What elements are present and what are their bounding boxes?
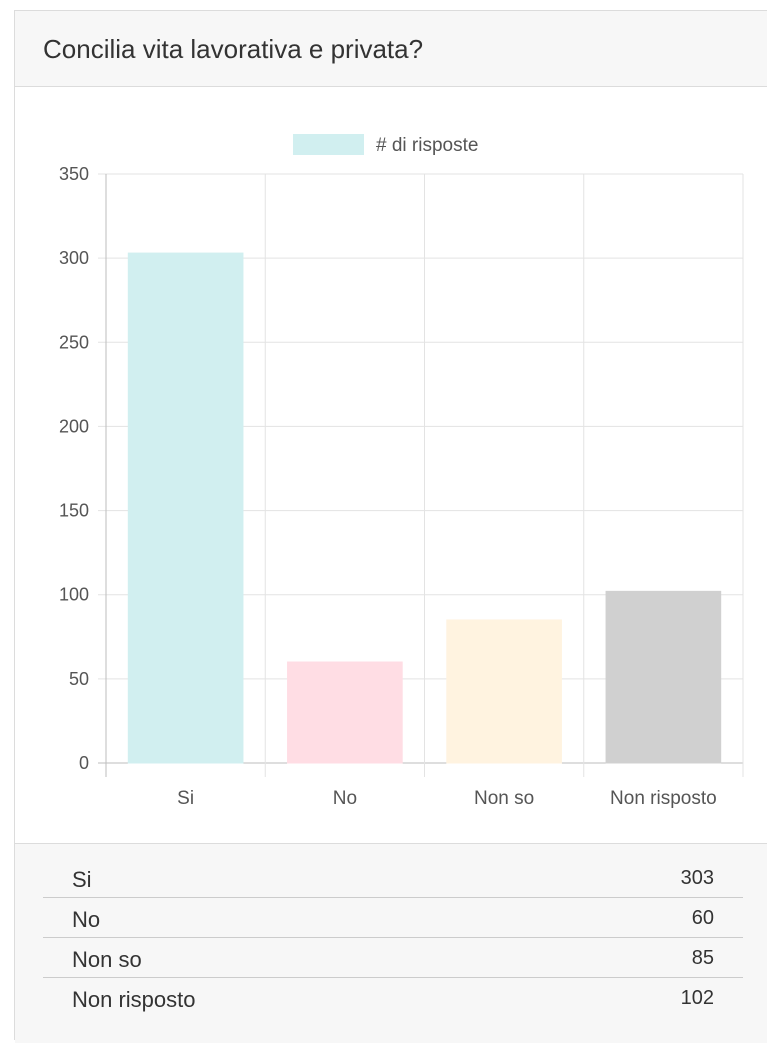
row-divider	[43, 977, 743, 978]
card-header: Concilia vita lavorativa e privata?	[15, 11, 767, 87]
card-title: Concilia vita lavorativa e privata?	[43, 34, 424, 64]
row-label: Si	[72, 867, 92, 892]
row-label: No	[72, 907, 101, 932]
bar	[605, 590, 722, 764]
y-tick-label: 300	[59, 248, 89, 268]
row-label: Non risposto	[72, 987, 196, 1012]
question-card: Concilia vita lavorativa e privata? 0 50 1…	[14, 10, 767, 1043]
bar	[127, 252, 244, 764]
row-value: 60	[691, 907, 714, 929]
row-divider	[43, 937, 743, 938]
results-table: Si 303 No 60 Non so 85 Non risposto 102	[15, 843, 767, 1043]
x-tick-label: Non so	[474, 788, 534, 809]
y-tick-label: 150	[59, 501, 89, 521]
x-tick-label: Non risposto	[610, 788, 717, 809]
table-row: Si 303	[43, 858, 743, 898]
x-tick-label: No	[333, 788, 357, 809]
x-tick-label: Si	[177, 788, 194, 809]
y-tick-label: 50	[69, 669, 89, 689]
y-tick-label: 200	[59, 416, 89, 436]
y-tick-label: 100	[59, 585, 89, 605]
bar	[446, 619, 562, 764]
row-divider	[43, 897, 743, 898]
bar-chart: 0 50 100 150 200 250 300 350 Si No Non so Non rispo…	[59, 134, 744, 809]
row-label: Non so	[72, 947, 142, 972]
table-row: Non risposto 102	[43, 978, 743, 1018]
y-tick-label: 350	[59, 164, 89, 184]
legend-label: # di risposte	[376, 135, 478, 156]
row-value: 85	[691, 947, 714, 969]
table-row: No 60	[43, 898, 743, 938]
row-value: 303	[680, 867, 714, 889]
table-row: Non so 85	[43, 938, 743, 978]
legend-swatch	[293, 134, 364, 155]
y-tick-label: 0	[79, 753, 89, 773]
bar	[287, 661, 403, 764]
row-value: 102	[680, 987, 714, 1009]
y-tick-label: 250	[59, 332, 89, 352]
